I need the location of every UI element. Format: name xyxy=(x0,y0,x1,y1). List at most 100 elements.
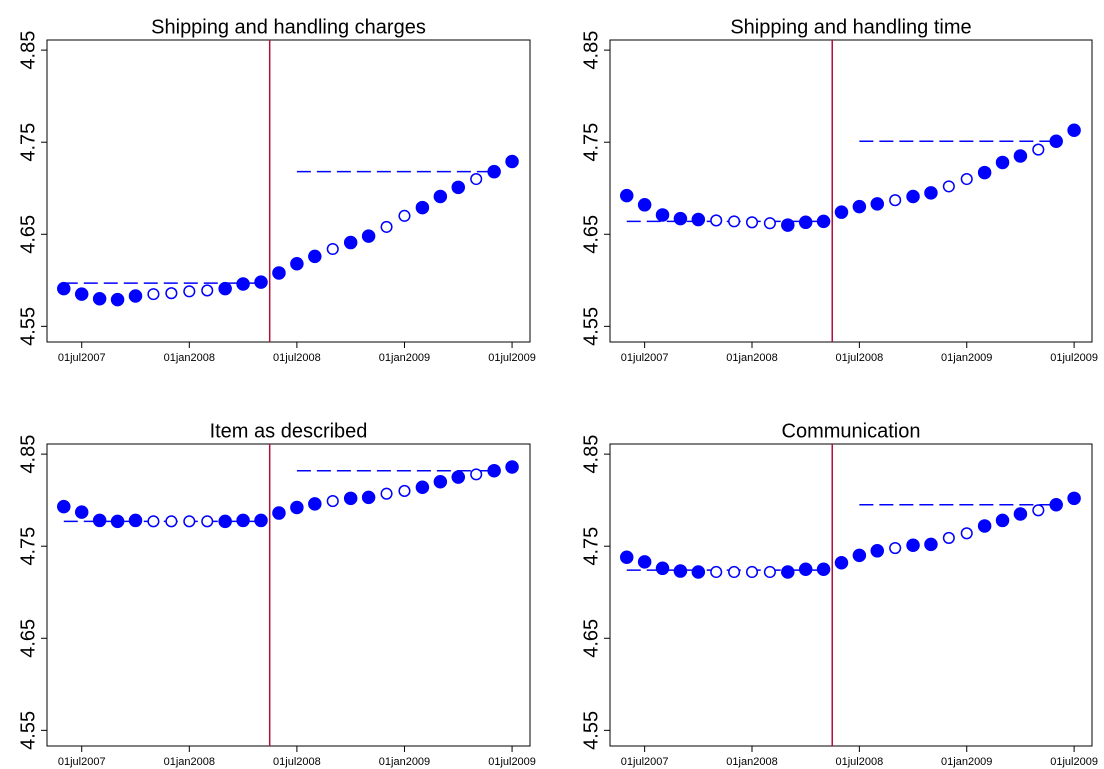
filled-point xyxy=(1049,134,1063,149)
filled-point xyxy=(673,211,688,226)
filled-point xyxy=(1049,498,1063,512)
hollow-point xyxy=(1032,143,1045,156)
filled-point xyxy=(433,189,448,204)
filled-point xyxy=(361,490,376,505)
x-tick-label: 01jul2008 xyxy=(273,756,321,768)
filled-point xyxy=(781,565,795,579)
filled-point xyxy=(619,188,634,203)
filled-point xyxy=(906,189,920,204)
filled-point xyxy=(361,229,376,243)
panel: Item as described 4.55 4.65 4.75 4.85 01jul20… xyxy=(17,420,536,768)
hollow-point xyxy=(745,565,759,579)
y-tick-label: 4.85 xyxy=(580,31,602,70)
filled-point xyxy=(995,155,1010,170)
y-tick-label: 4.85 xyxy=(17,435,39,474)
x-tick-label: 01jul2008 xyxy=(836,756,884,768)
x-tick-label: 01jul2007 xyxy=(58,756,106,768)
x-tick-label: 01jan2008 xyxy=(164,352,215,364)
filled-point xyxy=(451,470,466,484)
filled-point xyxy=(272,506,286,520)
hollow-point xyxy=(165,515,178,528)
filled-point xyxy=(637,555,652,569)
x-tick-label: 01jan2009 xyxy=(941,756,992,768)
filled-point xyxy=(57,281,71,296)
filled-point xyxy=(924,186,938,200)
hollow-point xyxy=(380,487,393,500)
filled-point xyxy=(415,480,430,495)
filled-point xyxy=(505,154,519,169)
x-tick-label: 01jul2009 xyxy=(488,352,536,364)
filled-point xyxy=(655,208,670,222)
hollow-point xyxy=(763,217,776,230)
filled-point xyxy=(1013,507,1028,521)
hollow-point xyxy=(183,285,196,298)
filled-point xyxy=(977,165,992,180)
filled-point xyxy=(619,550,634,564)
y-tick-label: 4.55 xyxy=(17,307,39,346)
filled-point xyxy=(1013,149,1028,163)
filled-point xyxy=(870,197,885,211)
filled-point xyxy=(236,277,250,291)
filled-point xyxy=(74,287,89,301)
plot-frame xyxy=(609,443,1093,747)
x-tick-label: 01jul2007 xyxy=(621,756,669,768)
filled-point xyxy=(128,289,143,303)
filled-point xyxy=(870,544,885,558)
plot-frame xyxy=(46,443,531,747)
y-tick-label: 4.55 xyxy=(580,307,602,346)
filled-point xyxy=(343,235,358,250)
filled-point xyxy=(57,499,71,514)
panel-title: Item as described xyxy=(210,420,368,442)
x-tick-label: 01jul2009 xyxy=(1050,756,1098,768)
hollow-point xyxy=(710,565,723,579)
filled-point xyxy=(218,281,232,296)
x-tick-label: 01jul2007 xyxy=(58,352,106,364)
filled-point xyxy=(691,565,706,579)
filled-point xyxy=(290,256,304,271)
filled-point xyxy=(92,291,107,306)
filled-point xyxy=(218,514,232,529)
hollow-point xyxy=(1032,504,1045,517)
panel-title: Shipping and handling time xyxy=(730,16,971,38)
y-tick-label: 4.65 xyxy=(17,215,39,254)
y-tick-label: 4.75 xyxy=(580,527,602,566)
filled-point xyxy=(673,564,688,578)
panel: Shipping and handling charges 4.55 4.65 4.7… xyxy=(17,16,536,364)
panel: Communication 4.55 4.65 4.75 4.85 01jul2007 01… xyxy=(580,420,1098,768)
hollow-point xyxy=(147,515,160,528)
hollow-point xyxy=(889,194,902,207)
filled-point xyxy=(343,491,358,506)
hollow-point xyxy=(960,527,973,540)
x-tick-label: 01jul2009 xyxy=(1050,352,1098,364)
hollow-point xyxy=(942,180,955,193)
hollow-point xyxy=(710,214,723,227)
y-tick-label: 4.65 xyxy=(580,619,602,658)
filled-point xyxy=(110,514,125,529)
filled-point xyxy=(691,212,706,227)
filled-point xyxy=(290,500,304,515)
x-tick-label: 01jul2007 xyxy=(621,352,669,364)
filled-point xyxy=(924,537,938,552)
filled-point xyxy=(308,249,322,264)
filled-point xyxy=(74,505,89,519)
filled-point xyxy=(254,513,268,528)
plot-frame xyxy=(46,39,531,343)
filled-point xyxy=(487,463,501,478)
x-tick-label: 01jan2009 xyxy=(379,756,430,768)
hollow-point xyxy=(745,216,759,229)
y-tick-label: 4.85 xyxy=(580,435,602,474)
y-tick-label: 4.75 xyxy=(17,527,39,566)
hollow-point xyxy=(165,287,178,300)
hollow-point xyxy=(763,565,776,579)
filled-point xyxy=(852,548,867,563)
filled-point xyxy=(128,513,143,528)
x-tick-label: 01jul2008 xyxy=(273,352,321,364)
hollow-point xyxy=(201,284,214,297)
hollow-point xyxy=(380,220,393,233)
hollow-point xyxy=(470,172,483,186)
filled-point xyxy=(1067,491,1081,506)
hollow-point xyxy=(728,215,741,228)
filled-point xyxy=(816,214,831,229)
x-tick-label: 01jan2009 xyxy=(379,352,430,364)
